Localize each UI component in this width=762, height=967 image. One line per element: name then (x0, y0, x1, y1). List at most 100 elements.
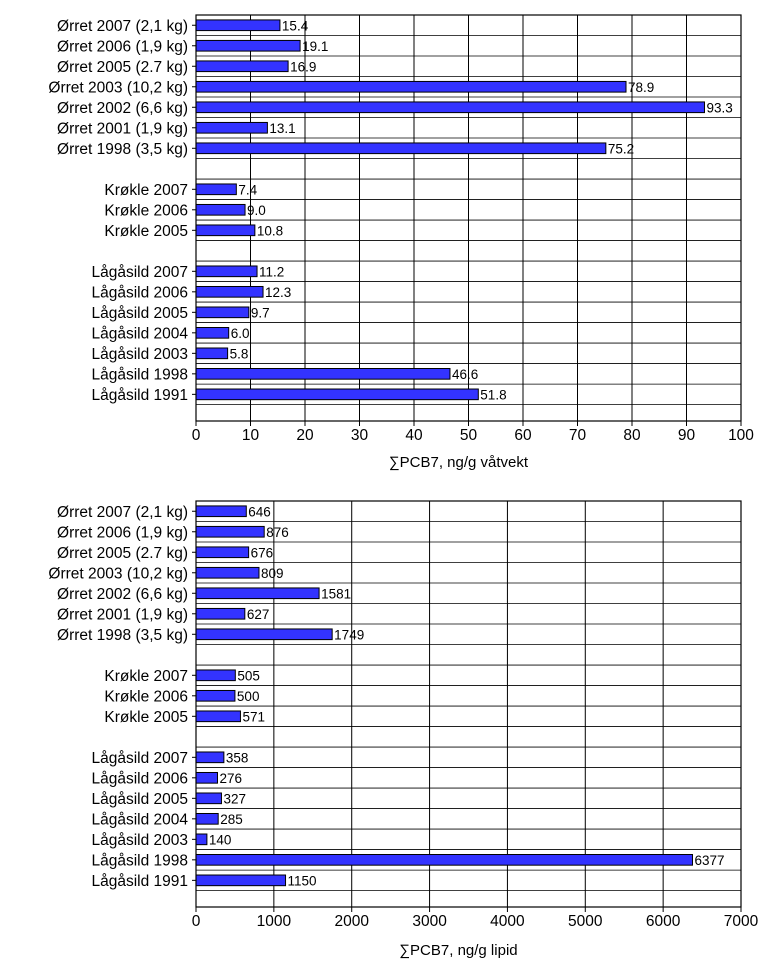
bar (195, 224, 256, 237)
x-tick-label: 2000 (334, 913, 369, 930)
bar (195, 265, 258, 278)
bar (195, 326, 230, 339)
category-label: Lågåsild 2003 (91, 346, 188, 363)
data-label: 93.3 (706, 100, 732, 115)
x-tick-label: 80 (623, 427, 641, 444)
bar (195, 203, 246, 216)
bar (195, 874, 287, 887)
data-label: 809 (261, 566, 284, 581)
data-label: 78.9 (628, 80, 654, 95)
x-tick-label: 40 (405, 427, 423, 444)
bar (195, 19, 281, 32)
data-label: 1581 (321, 586, 351, 601)
x-tick-label: 60 (514, 427, 532, 444)
bar (195, 60, 289, 73)
data-label: 285 (220, 812, 243, 827)
category-label: Lågåsild 2003 (91, 832, 188, 849)
data-label: 51.8 (480, 387, 506, 402)
x-tick-label: 50 (460, 427, 478, 444)
data-label: 505 (237, 668, 260, 683)
chart-lipid: Ørret 2007 (2,1 kg) 646 Ørret 2006 (1,9 kg… (48, 500, 759, 959)
category-label: Lågåsild 2005 (91, 791, 188, 808)
bar (195, 669, 236, 682)
x-tick-label: 100 (728, 427, 754, 444)
category-label: Krøkle 2007 (104, 668, 188, 685)
x-axis-label: ∑PCB7, ng/g lipid (399, 942, 517, 959)
bar (195, 833, 208, 846)
category-label: Lågåsild 1991 (91, 873, 188, 890)
x-tick-label: 5000 (568, 913, 603, 930)
data-label: 12.3 (265, 285, 291, 300)
data-label: 7.4 (238, 182, 257, 197)
data-label: 13.1 (269, 121, 295, 136)
x-tick-label: 6000 (646, 913, 681, 930)
category-label: Lågåsild 2007 (91, 264, 188, 281)
data-label: 9.0 (247, 203, 266, 218)
x-tick-label: 3000 (412, 913, 447, 930)
category-label: Lågåsild 2004 (91, 811, 188, 828)
bar (195, 505, 247, 518)
bar (195, 306, 250, 319)
bar (195, 546, 250, 559)
bar (195, 628, 333, 641)
data-label: 16.9 (290, 59, 316, 74)
bar (195, 689, 236, 702)
data-label: 358 (226, 750, 249, 765)
category-label: Lågåsild 2006 (91, 770, 188, 787)
category-label: Ørret 2006 (1,9 kg) (57, 524, 188, 541)
data-label: 15.4 (282, 18, 309, 33)
data-label: 5.8 (230, 346, 249, 361)
bar (195, 566, 260, 579)
category-label: Lågåsild 2005 (91, 305, 188, 322)
bar (195, 121, 268, 134)
category-label: Ørret 2002 (6,6 kg) (57, 100, 188, 117)
data-label: 276 (219, 771, 242, 786)
bar (195, 854, 693, 866)
data-label: 10.8 (257, 223, 283, 238)
x-tick-label: 90 (678, 427, 696, 444)
category-label: Ørret 2007 (2,1 kg) (57, 18, 188, 35)
category-label: Lågåsild 1998 (91, 366, 188, 383)
data-label: 6.0 (231, 326, 250, 341)
x-tick-label: 0 (192, 427, 201, 444)
x-tick-label: 7000 (724, 913, 759, 930)
category-label: Lågåsild 2007 (91, 750, 188, 767)
category-label: Krøkle 2005 (104, 223, 188, 240)
x-tick-label: 1000 (257, 913, 292, 930)
bar (195, 388, 479, 401)
category-label: Ørret 1998 (3,5 kg) (57, 141, 188, 158)
bar (195, 142, 607, 155)
category-label: Lågåsild 2006 (91, 284, 188, 301)
data-label: 75.2 (608, 141, 634, 156)
category-label: Lågåsild 1998 (91, 852, 188, 869)
category-label: Krøkle 2006 (104, 202, 188, 219)
category-label: Ørret 2002 (6,6 kg) (57, 586, 188, 603)
bar (195, 368, 451, 380)
x-tick-label: 10 (242, 427, 260, 444)
bar (195, 183, 237, 196)
category-label: Ørret 2007 (2,1 kg) (57, 504, 188, 521)
data-label: 46.6 (452, 367, 478, 382)
x-tick-label: 0 (192, 913, 201, 930)
data-label: 500 (237, 689, 260, 704)
category-label: Ørret 1998 (3,5 kg) (57, 627, 188, 644)
category-label: Lågåsild 2004 (91, 325, 188, 342)
data-label: 9.7 (251, 305, 270, 320)
category-label: Ørret 2001 (1,9 kg) (57, 120, 188, 137)
bar (195, 771, 218, 784)
data-label: 140 (209, 832, 232, 847)
category-label: Krøkle 2005 (104, 709, 188, 726)
bar (195, 792, 222, 805)
bar (195, 80, 627, 93)
chart-wet-weight: Ørret 2007 (2,1 kg) 15.4 Ørret 2006 (1,9 k… (48, 14, 754, 471)
category-label: Ørret 2003 (10,2 kg) (48, 79, 188, 96)
data-label: 6377 (694, 853, 724, 868)
data-label: 19.1 (302, 39, 328, 54)
x-tick-label: 4000 (490, 913, 525, 930)
bar (195, 710, 241, 723)
bar (195, 525, 265, 538)
bar (195, 751, 225, 764)
x-tick-label: 20 (296, 427, 314, 444)
category-label: Ørret 2005 (2.7 kg) (57, 59, 188, 76)
